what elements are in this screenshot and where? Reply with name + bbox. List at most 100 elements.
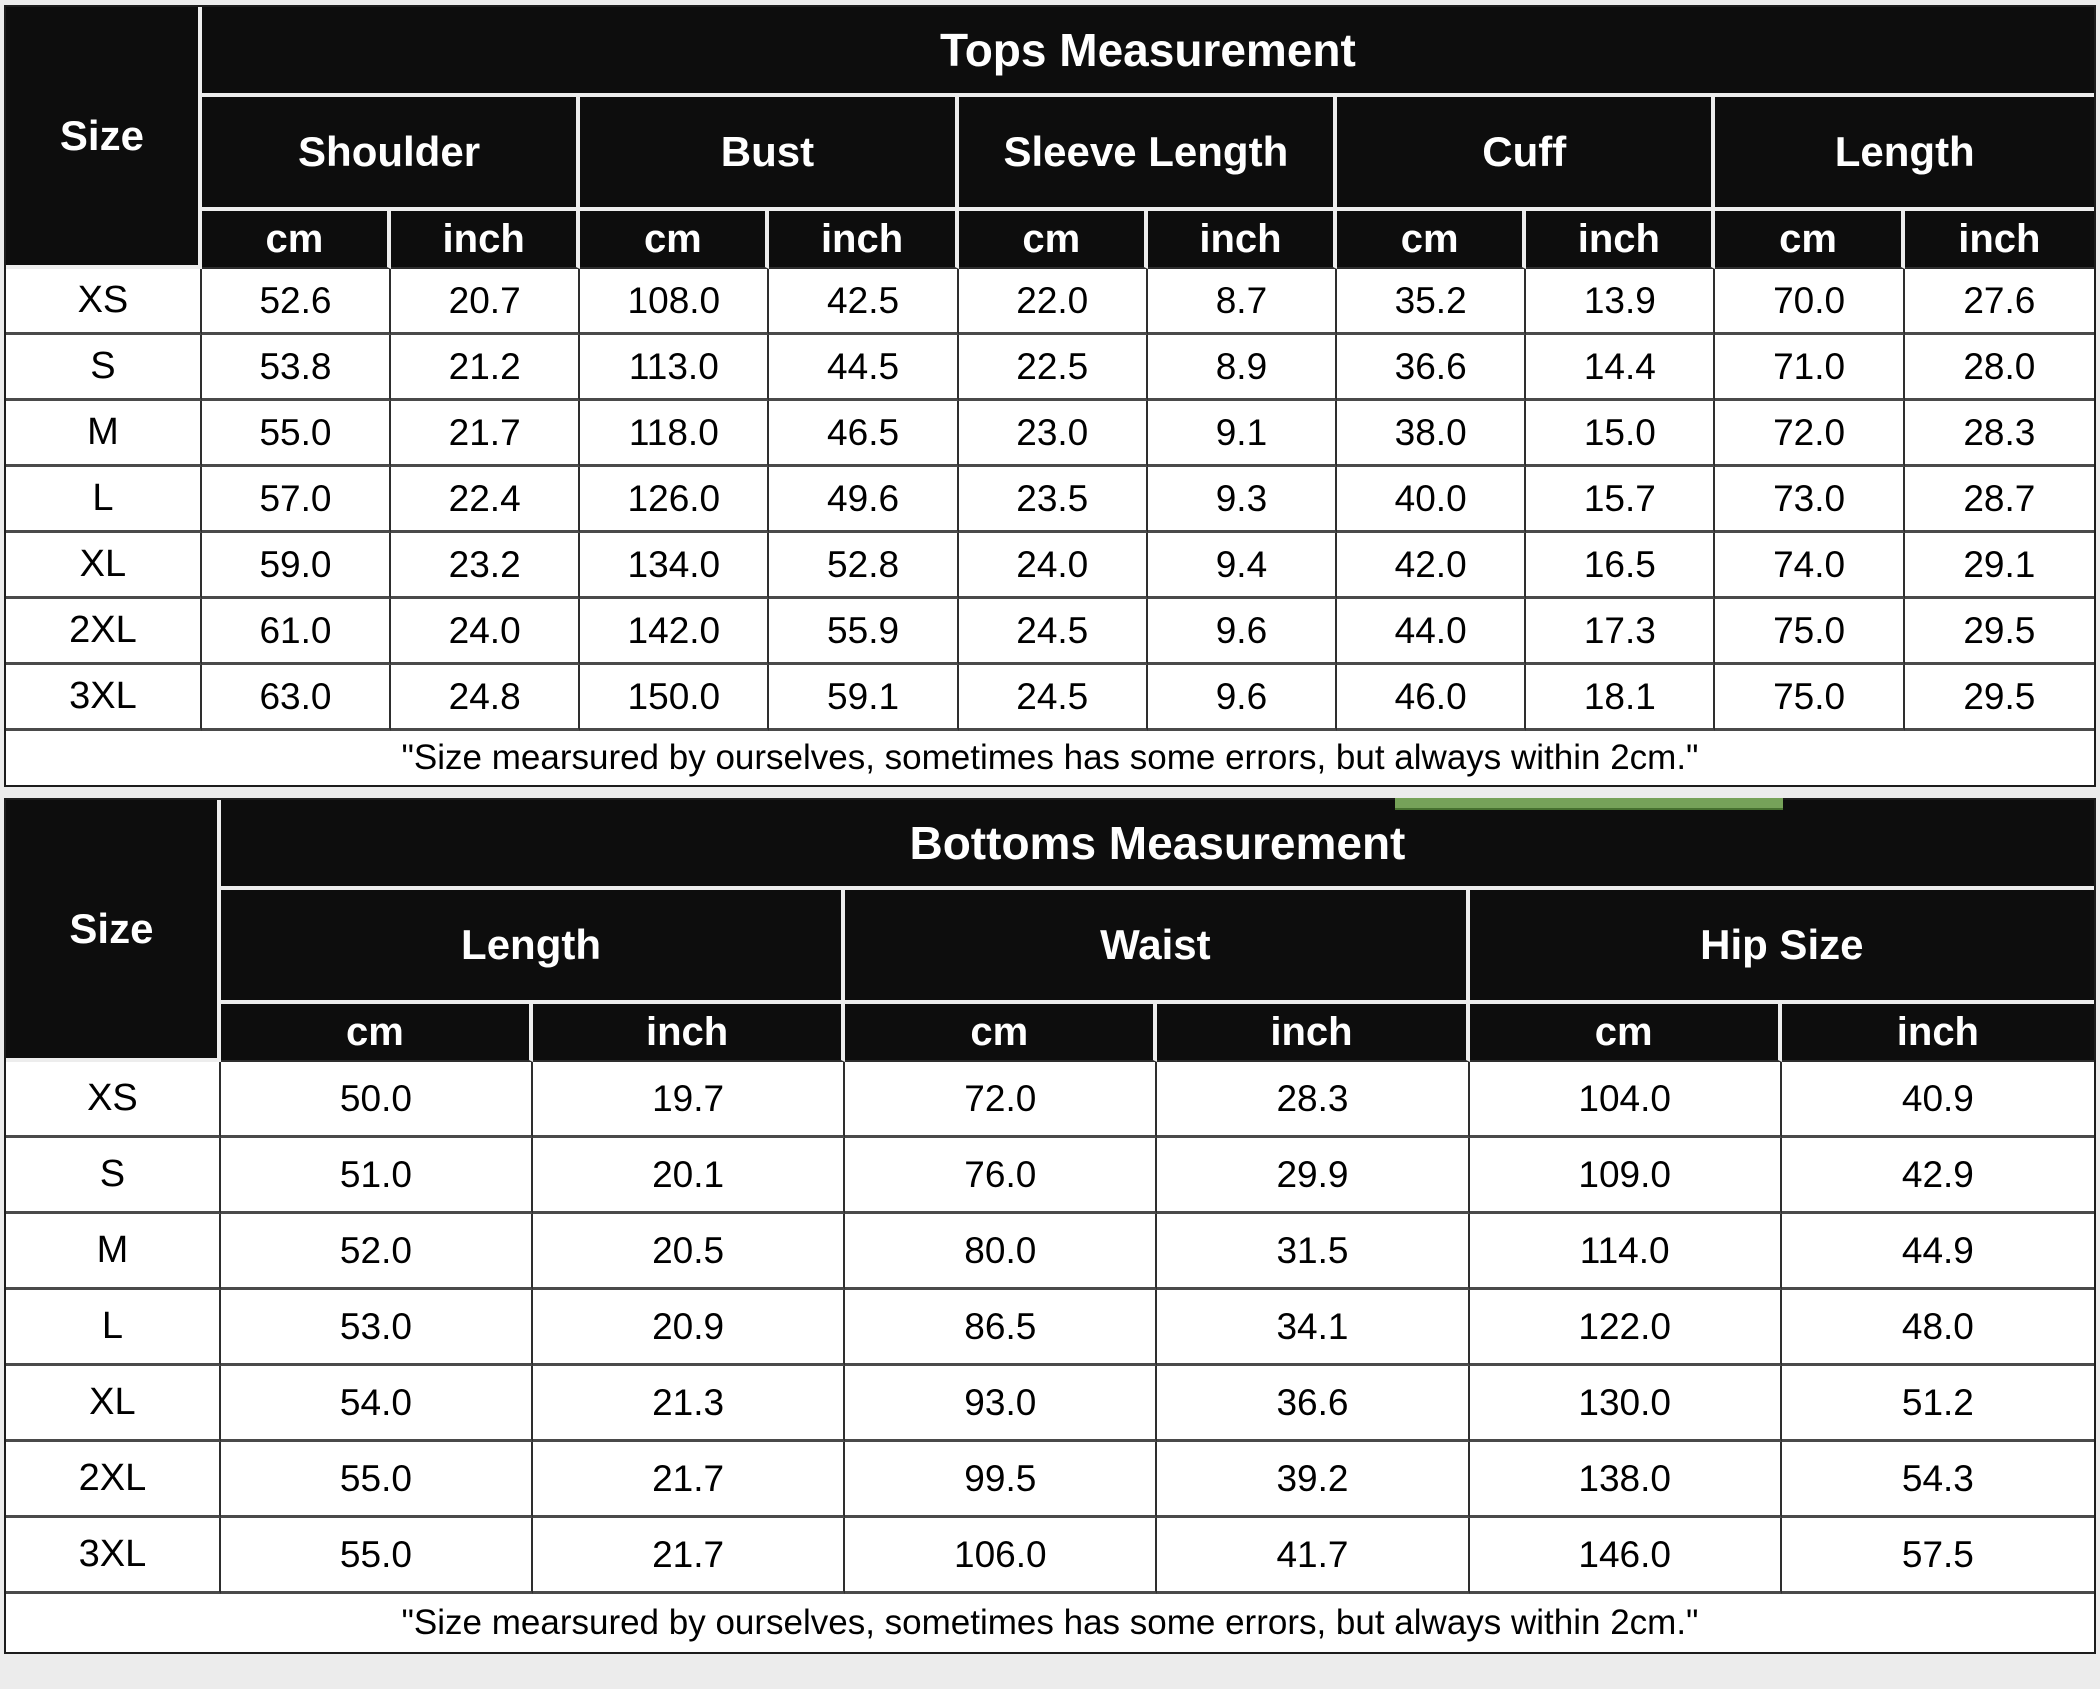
- unit-header: inch: [769, 211, 959, 269]
- measurement-cell: 134.0: [580, 533, 770, 599]
- measurement-cell: 122.0: [1469, 1290, 1782, 1366]
- measurement-cell: 109.0: [1469, 1138, 1782, 1214]
- measurement-cell: 44.5: [769, 335, 959, 401]
- size-chart-page: Size Tops Measurement Shoulder Bust Sleeve…: [4, 5, 2096, 1654]
- measurement-note: "Size mearsured by ourselves, sometimes …: [6, 731, 2094, 785]
- unit-header: inch: [1147, 211, 1338, 269]
- measurement-cell: 20.9: [533, 1290, 846, 1366]
- measurement-cell: 15.0: [1526, 401, 1716, 467]
- measurement-cell: 75.0: [1715, 665, 1905, 731]
- tops-measurement-table: Size Tops Measurement Shoulder Bust Sleeve…: [4, 5, 2096, 787]
- measurement-cell: 35.2: [1337, 269, 1527, 335]
- measurement-cell: 14.4: [1526, 335, 1716, 401]
- measurement-cell: 34.1: [1157, 1290, 1470, 1366]
- measurement-cell: 24.5: [958, 599, 1148, 665]
- size-cell: 3XL: [6, 1518, 221, 1594]
- measurement-cell: 42.9: [1781, 1138, 2094, 1214]
- size-column-header: Size: [6, 800, 221, 1062]
- table-row: L 53.0 20.9 86.5 34.1 122.0 48.0: [6, 1290, 2094, 1366]
- measurement-cell: 20.7: [391, 269, 581, 335]
- measurement-cell: 23.2: [391, 533, 581, 599]
- measurement-cell: 53.8: [201, 335, 392, 401]
- size-column-header: Size: [6, 7, 202, 269]
- measurement-cell: 59.1: [769, 665, 959, 731]
- table-row: S 51.0 20.1 76.0 29.9 109.0 42.9: [6, 1138, 2094, 1214]
- table-row: 2XL 61.0 24.0 142.0 55.9 24.5 9.6 44.0 17.3 75.0 2…: [6, 599, 2094, 665]
- measurement-cell: 24.5: [958, 665, 1148, 731]
- measurement-cell: 9.1: [1147, 401, 1338, 467]
- measurement-cell: 49.6: [769, 467, 959, 533]
- measurement-cell: 16.5: [1526, 533, 1716, 599]
- measurement-cell: 57.0: [201, 467, 392, 533]
- measurement-cell: 93.0: [845, 1366, 1158, 1442]
- measurement-cell: 38.0: [1337, 401, 1527, 467]
- column-group-header: Bust: [580, 97, 959, 211]
- unit-header: inch: [1904, 211, 2094, 269]
- table-row: M 52.0 20.5 80.0 31.5 114.0 44.9: [6, 1214, 2094, 1290]
- measurement-cell: 55.0: [201, 401, 392, 467]
- measurement-cell: 50.0: [220, 1062, 534, 1138]
- measurement-cell: 106.0: [845, 1518, 1158, 1594]
- size-cell: M: [6, 1214, 221, 1290]
- measurement-cell: 9.3: [1147, 467, 1338, 533]
- measurement-cell: 22.5: [958, 335, 1148, 401]
- unit-header: cm: [220, 1004, 534, 1062]
- table-title: Tops Measurement: [201, 7, 2094, 97]
- note-row: "Size mearsured by ourselves, sometimes …: [6, 1594, 2094, 1652]
- measurement-cell: 86.5: [845, 1290, 1158, 1366]
- size-cell: M: [6, 401, 202, 467]
- measurement-cell: 21.7: [391, 401, 581, 467]
- measurement-cell: 52.8: [769, 533, 959, 599]
- unit-header: inch: [1157, 1004, 1470, 1062]
- table-row: L 57.0 22.4 126.0 49.6 23.5 9.3 40.0 15.7 73.0 28.…: [6, 467, 2094, 533]
- measurement-cell: 53.0: [220, 1290, 534, 1366]
- measurement-cell: 8.9: [1147, 335, 1338, 401]
- measurement-cell: 15.7: [1526, 467, 1716, 533]
- measurement-cell: 42.5: [769, 269, 959, 335]
- measurement-cell: 142.0: [580, 599, 770, 665]
- unit-header: cm: [1337, 211, 1527, 269]
- measurement-cell: 113.0: [580, 335, 770, 401]
- measurement-cell: 21.7: [533, 1442, 846, 1518]
- measurement-cell: 51.0: [220, 1138, 534, 1214]
- measurement-cell: 63.0: [201, 665, 392, 731]
- size-cell: 2XL: [6, 599, 202, 665]
- measurement-cell: 73.0: [1715, 467, 1905, 533]
- measurement-cell: 27.6: [1904, 269, 2094, 335]
- table-title: Bottoms Measurement: [220, 800, 2094, 890]
- measurement-cell: 61.0: [201, 599, 392, 665]
- table-row: XS 50.0 19.7 72.0 28.3 104.0 40.9: [6, 1062, 2094, 1138]
- table-row: S 53.8 21.2 113.0 44.5 22.5 8.9 36.6 14.4 71.0 28.…: [6, 335, 2094, 401]
- unit-header: inch: [391, 211, 581, 269]
- unit-header-row: cm inch cm inch cm inch cm inch cm inch: [6, 211, 2094, 269]
- table-row: XL 54.0 21.3 93.0 36.6 130.0 51.2: [6, 1366, 2094, 1442]
- measurement-cell: 104.0: [1469, 1062, 1782, 1138]
- measurement-cell: 46.0: [1337, 665, 1527, 731]
- measurement-cell: 24.0: [391, 599, 581, 665]
- unit-header: cm: [1715, 211, 1905, 269]
- measurement-cell: 8.7: [1147, 269, 1338, 335]
- measurement-cell: 44.9: [1781, 1214, 2094, 1290]
- measurement-cell: 150.0: [580, 665, 770, 731]
- measurement-cell: 29.9: [1157, 1138, 1470, 1214]
- unit-header-row: cm inch cm inch cm inch: [6, 1004, 2094, 1062]
- measurement-cell: 17.3: [1526, 599, 1716, 665]
- unit-header: inch: [533, 1004, 846, 1062]
- size-cell: XL: [6, 533, 202, 599]
- measurement-cell: 9.6: [1147, 599, 1338, 665]
- measurement-cell: 146.0: [1469, 1518, 1782, 1594]
- measurement-cell: 39.2: [1157, 1442, 1470, 1518]
- table-row: XL 59.0 23.2 134.0 52.8 24.0 9.4 42.0 16.5 74.0 29…: [6, 533, 2094, 599]
- column-group-header: Sleeve Length: [958, 97, 1338, 211]
- measurement-cell: 28.3: [1157, 1062, 1470, 1138]
- measurement-cell: 54.3: [1781, 1442, 2094, 1518]
- measurement-cell: 21.7: [533, 1518, 846, 1594]
- measurement-cell: 80.0: [845, 1214, 1158, 1290]
- measurement-cell: 70.0: [1715, 269, 1905, 335]
- unit-header: cm: [580, 211, 770, 269]
- tops-table-body: XS 52.6 20.7 108.0 42.5 22.0 8.7 35.2 13.9 70.0 27…: [6, 269, 2094, 731]
- measurement-cell: 28.0: [1904, 335, 2094, 401]
- measurement-cell: 31.5: [1157, 1214, 1470, 1290]
- measurement-cell: 48.0: [1781, 1290, 2094, 1366]
- note-row: "Size mearsured by ourselves, sometimes …: [6, 731, 2094, 785]
